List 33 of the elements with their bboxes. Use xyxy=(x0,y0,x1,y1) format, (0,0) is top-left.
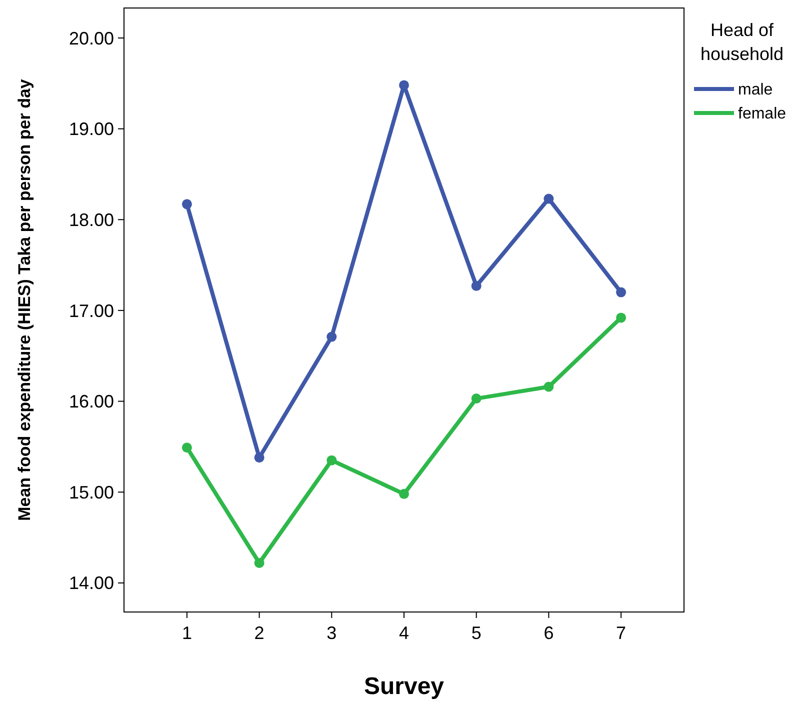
y-tick-label: 20.00 xyxy=(68,28,114,48)
x-tick-label: 4 xyxy=(398,623,410,643)
legend-title: Head of household xyxy=(700,20,784,64)
x-tick-label: 5 xyxy=(471,623,482,643)
point xyxy=(326,332,337,342)
point xyxy=(544,194,554,204)
x-tick-label: 7 xyxy=(616,623,626,643)
point xyxy=(616,312,626,323)
y-tick-label: 18.00 xyxy=(68,210,114,230)
legend-label: male xyxy=(738,82,773,99)
point xyxy=(471,394,482,404)
y-tick-label: 16.00 xyxy=(68,392,114,412)
legend-label: female xyxy=(738,106,786,123)
point xyxy=(399,80,409,90)
point xyxy=(399,488,409,499)
point xyxy=(326,455,337,466)
x-tick-label: 6 xyxy=(544,623,554,643)
x-axis-title: Survey xyxy=(364,673,445,700)
point xyxy=(254,452,264,463)
x-tick-label: 1 xyxy=(182,623,192,643)
point xyxy=(471,280,482,291)
y-tick-label: 14.00 xyxy=(68,573,114,594)
y-tick-label: 19.00 xyxy=(68,119,114,140)
y-tick-label: 15.00 xyxy=(68,482,114,502)
y-tick-label: 17.00 xyxy=(68,300,114,321)
x-tick-label: 2 xyxy=(254,623,264,643)
y-axis-title: Mean food expenditure (HIES) Taka per person per day xyxy=(15,78,34,521)
point xyxy=(182,199,192,210)
x-tick-label: 3 xyxy=(326,623,337,643)
point xyxy=(182,442,192,453)
point xyxy=(254,558,264,568)
point xyxy=(616,287,626,298)
point xyxy=(544,382,554,392)
